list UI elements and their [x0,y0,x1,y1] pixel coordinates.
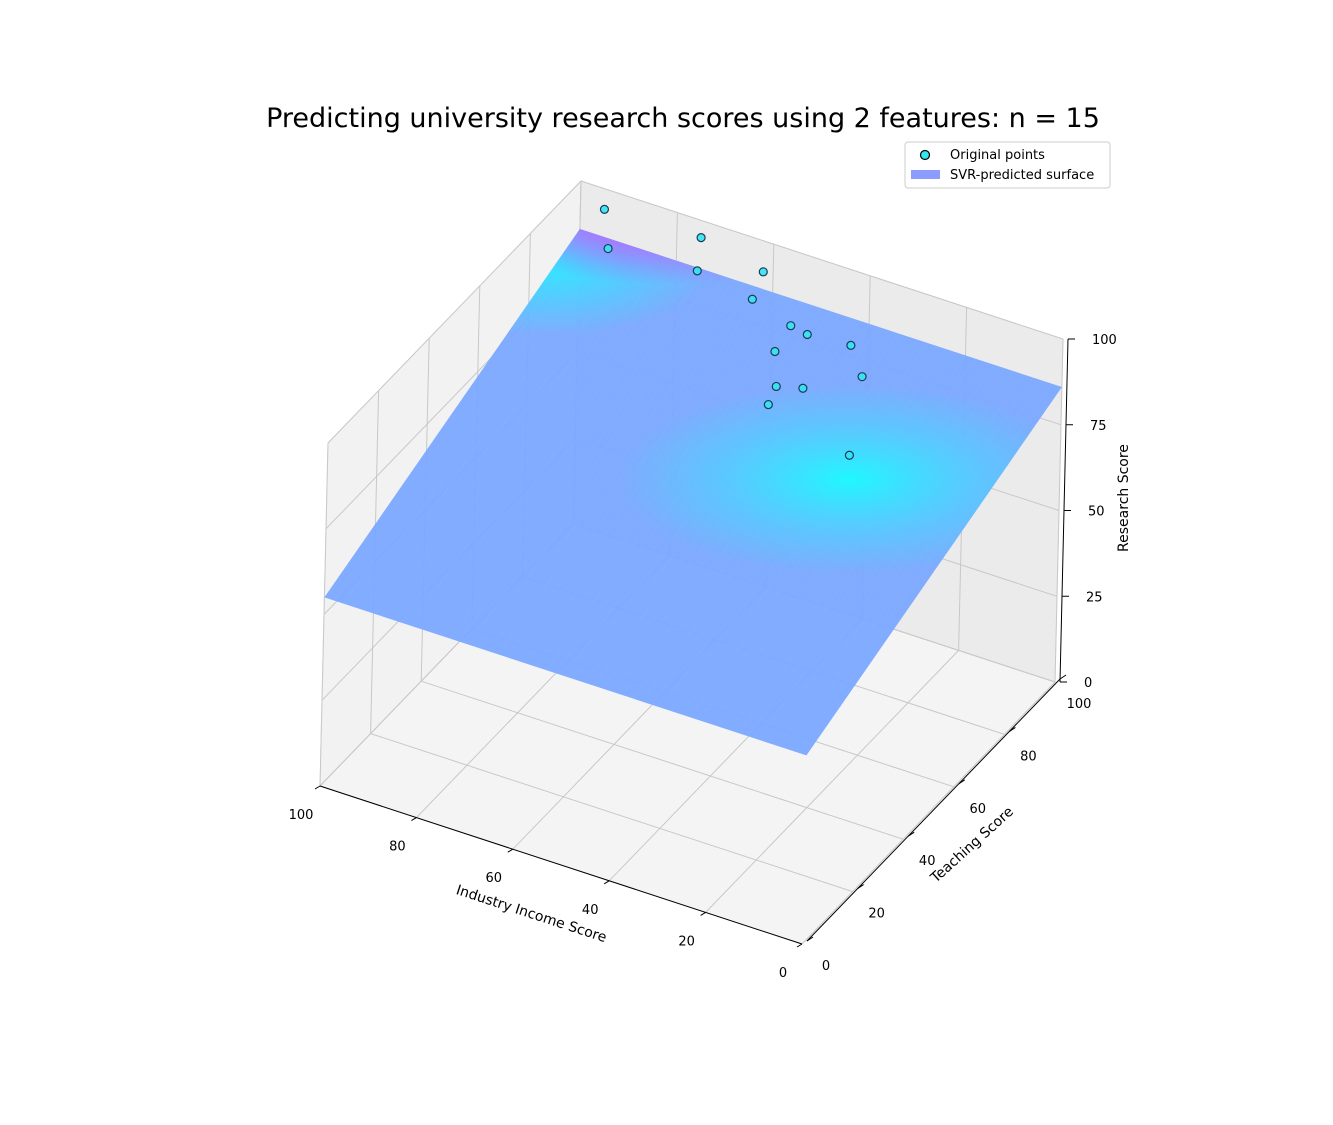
legend: Original points SVR-predicted surface [904,141,1111,189]
y-tick-mark [1059,674,1067,680]
y-axis-line [806,678,1061,942]
surface-mesh-line [459,273,716,642]
surface-mesh-line [430,263,687,633]
data-point [763,399,773,410]
y-tick-label: 80 [1020,749,1037,764]
y-tick-mark [857,884,864,890]
y-tick-label: 60 [970,802,987,817]
legend-marker-points [919,149,931,161]
data-point [692,266,702,276]
y-tick-mark [907,831,915,837]
data-point [844,450,855,460]
data-point [696,233,706,243]
data-point [802,329,812,340]
x-tick-mark [314,785,321,790]
data-point [786,321,796,331]
z-tick-label: 25 [1086,590,1103,605]
surface-cyan-region [618,384,1062,575]
legend-label-points: Original points [950,148,1045,163]
data-point [846,340,856,350]
data-point [603,243,613,254]
x-tick-mark [411,817,417,822]
x-axis-line [319,785,803,945]
y-tick-label: 0 [822,959,830,974]
data-point [747,294,757,304]
x-tick-label: 60 [486,871,503,886]
z-tick-label: 50 [1088,505,1105,520]
data-point [770,346,780,357]
z-tick-label: 100 [1092,333,1117,348]
x-tick-label: 80 [389,840,406,855]
surface-mesh-line [478,279,735,649]
y-tick-label: 100 [1067,697,1092,712]
x-tick-mark [507,848,514,853]
z-tick-label: 75 [1090,419,1107,434]
surface-mesh-line [439,266,696,636]
legend-label-surface: SVR-predicted surface [950,168,1094,183]
y-tick-label: 40 [919,854,936,869]
x-tick-mark [603,880,610,885]
chart-title: Predicting university research scores us… [266,103,1100,134]
x-tick-mark [796,943,803,948]
surface-mesh-line [468,276,725,645]
legend-box [904,141,1111,189]
x-tick-mark [700,911,706,916]
y-tick-mark [806,936,814,942]
gridline-z [327,180,1064,444]
data-point [857,372,867,382]
z-axis-label: Research Score [1116,444,1132,552]
data-point [798,383,808,393]
data-point [599,204,610,214]
x-tick-label: 100 [289,808,314,823]
legend-marker-surface [911,170,940,179]
y-tick-mark [958,779,966,785]
surface-mesh-line [449,269,706,639]
x-tick-label: 0 [779,966,787,981]
surface-mesh-line [488,282,745,652]
z-tick-label: 0 [1084,676,1092,691]
y-tick-mark [1009,726,1016,732]
data-point [771,381,781,392]
y-tick-label: 20 [868,907,885,922]
x-tick-label: 40 [582,903,599,918]
scatter-points [599,204,867,460]
data-point [758,267,768,277]
x-tick-label: 20 [678,934,695,949]
